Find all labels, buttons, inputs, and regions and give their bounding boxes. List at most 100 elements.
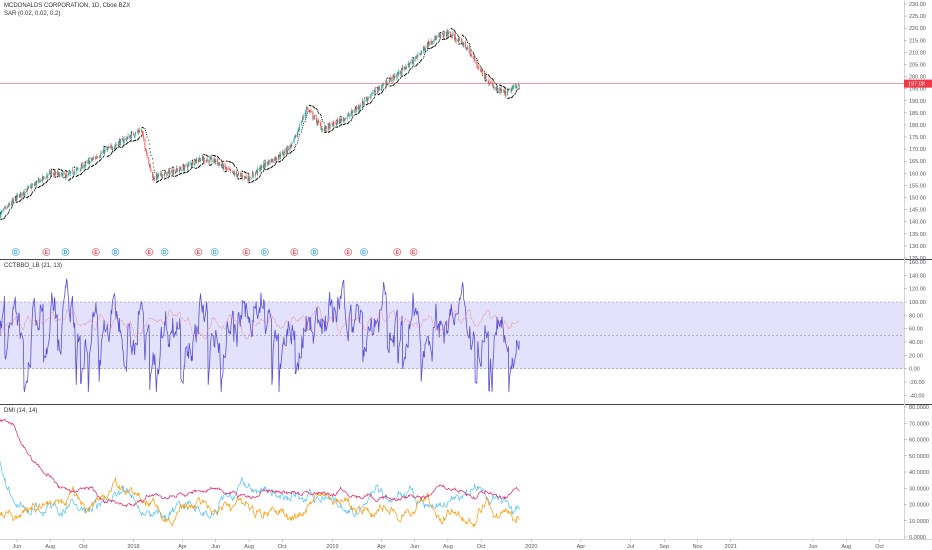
candle-body	[289, 145, 291, 151]
candle-body	[209, 158, 211, 163]
dmi-tick-label: 70.0000	[909, 421, 929, 427]
dividend-event-label: D	[14, 250, 18, 256]
sar-dot	[232, 163, 234, 165]
sar-dot	[480, 65, 482, 67]
candle-body	[321, 128, 323, 131]
candle-body	[333, 121, 334, 127]
sar-dot	[492, 78, 494, 80]
candle-body	[232, 171, 234, 174]
candle-body	[332, 124, 334, 127]
sar-dot	[11, 204, 14, 206]
candle-body	[308, 109, 310, 111]
sar-dot	[144, 128, 146, 130]
sar-dot	[325, 131, 327, 133]
candle-body	[114, 145, 116, 147]
sar-dot	[323, 122, 325, 124]
candle-body	[477, 67, 479, 69]
price-pane[interactable]	[0, 28, 904, 220]
time-axis: Jun Aug Oct 2018 Apr Jun Aug Oct 2019 Apr Jun Aug Oc…	[12, 539, 884, 550]
sar-dot	[287, 152, 289, 154]
candle-body	[473, 57, 474, 60]
candle-body	[30, 186, 31, 187]
sar-dot	[468, 43, 470, 45]
sar-dot	[493, 81, 495, 83]
sar-dot	[173, 175, 175, 177]
candle-body	[122, 138, 124, 139]
candle-body	[493, 87, 495, 88]
candle-body	[186, 166, 188, 168]
sar-dot	[34, 187, 36, 189]
sar-dot	[301, 129, 303, 131]
cci-pane[interactable]	[0, 278, 520, 393]
sar-dot	[314, 107, 316, 109]
candle-body	[236, 173, 238, 177]
candle-body	[350, 113, 352, 116]
candle-body	[123, 139, 125, 142]
sar-dot	[233, 163, 235, 166]
candle-body	[201, 156, 203, 160]
time-tick-label: Jun	[809, 544, 818, 550]
dmi-tick-label: 50.0000	[909, 454, 929, 460]
candle-body	[451, 35, 453, 38]
candle-body	[176, 168, 178, 170]
candle-body	[197, 160, 199, 163]
candle-body	[405, 68, 407, 70]
candle-body	[506, 90, 508, 96]
sar-dot	[321, 118, 323, 121]
candle-body	[435, 37, 437, 40]
candle-body	[313, 117, 315, 119]
candle-body	[134, 135, 136, 137]
sar-dot	[154, 171, 156, 174]
sar-dot	[203, 154, 205, 156]
sar-dot	[225, 170, 227, 172]
sar-dot	[138, 136, 141, 138]
price-tick-label: 185.00	[909, 111, 926, 117]
sar-dot	[443, 30, 445, 32]
candle-body	[194, 160, 196, 164]
dmi-pane[interactable]	[0, 418, 520, 528]
price-tick-label: 140.00	[909, 220, 926, 226]
sar-dot	[45, 181, 47, 183]
sar-dot	[360, 109, 362, 111]
sar-dot	[49, 178, 51, 180]
sar-dot	[222, 167, 224, 169]
candle-body	[103, 149, 104, 153]
sar-dot	[299, 133, 301, 135]
candle-body	[440, 34, 442, 37]
candle-body	[19, 193, 21, 198]
candle-body	[141, 129, 143, 132]
candle-body	[382, 84, 384, 86]
candle-body	[314, 115, 316, 117]
candle-body	[49, 171, 51, 175]
candle-body	[240, 175, 242, 176]
candle-body	[119, 139, 121, 146]
candle-body	[222, 164, 224, 170]
candle-body	[74, 171, 76, 174]
sar-dot	[77, 174, 80, 176]
sar-dot	[483, 71, 485, 73]
candle-body	[221, 165, 223, 167]
candle-body	[309, 110, 310, 112]
candle-body	[176, 167, 177, 173]
sar-dot	[466, 40, 468, 42]
sar-dot	[168, 175, 171, 177]
price-tick-label: 175.00	[909, 135, 926, 141]
candle-body	[14, 197, 16, 200]
time-tick-label: 2021	[725, 544, 737, 550]
sar-dot	[177, 174, 179, 176]
di-plus-line	[0, 461, 520, 521]
sar-dot	[477, 63, 479, 65]
candle-body	[24, 193, 25, 195]
sar-dot	[264, 159, 266, 161]
candle-body	[207, 159, 209, 163]
candle-body	[152, 178, 154, 181]
candle-body	[355, 107, 357, 110]
sar-dot	[386, 77, 388, 79]
sar-dot	[481, 67, 483, 69]
sar-dot	[329, 130, 331, 132]
candle-body	[343, 118, 345, 121]
candle-body	[199, 157, 201, 162]
sar-dot	[11, 206, 13, 208]
sar-dot	[514, 92, 517, 94]
